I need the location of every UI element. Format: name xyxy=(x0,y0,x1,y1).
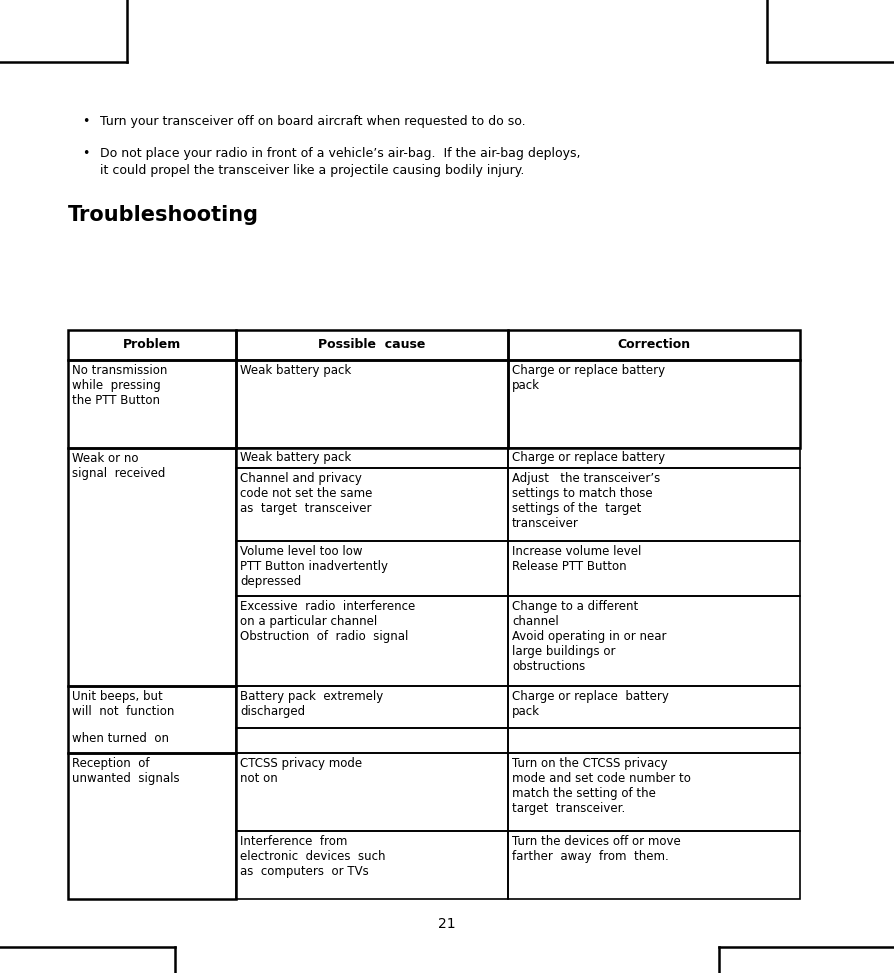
Bar xyxy=(68,330,236,360)
Text: Charge or replace battery
pack: Charge or replace battery pack xyxy=(512,364,665,392)
Bar xyxy=(508,330,800,360)
Text: Adjust   the transceiver’s
settings to match those
settings of the  target
trans: Adjust the transceiver’s settings to mat… xyxy=(512,472,661,530)
Text: Do not place your radio in front of a vehicle’s air-bag.  If the air-bag deploys: Do not place your radio in front of a ve… xyxy=(100,147,580,160)
Bar xyxy=(508,360,800,448)
Text: Change to a different
channel
Avoid operating in or near
large buildings or
obst: Change to a different channel Avoid oper… xyxy=(512,600,667,673)
Bar xyxy=(68,360,236,448)
Bar xyxy=(236,728,508,753)
Text: when turned  on: when turned on xyxy=(72,732,169,745)
Bar xyxy=(508,541,800,596)
Bar xyxy=(68,686,236,753)
Text: Interference  from
electronic  devices  such
as  computers  or TVs: Interference from electronic devices suc… xyxy=(240,835,385,878)
Bar xyxy=(236,448,508,468)
Text: Problem: Problem xyxy=(122,339,181,351)
Text: Turn the devices off or move
farther  away  from  them.: Turn the devices off or move farther awa… xyxy=(512,835,680,863)
Bar xyxy=(236,596,508,686)
Bar xyxy=(508,831,800,899)
Text: Excessive  radio  interference
on a particular channel
Obstruction  of  radio  s: Excessive radio interference on a partic… xyxy=(240,600,415,643)
Text: it could propel the transceiver like a projectile causing bodily injury.: it could propel the transceiver like a p… xyxy=(100,164,525,177)
Text: Increase volume level
Release PTT Button: Increase volume level Release PTT Button xyxy=(512,545,641,573)
Bar xyxy=(236,541,508,596)
Text: Charge or replace battery: Charge or replace battery xyxy=(512,451,665,464)
Text: Channel and privacy
code not set the same
as  target  transceiver: Channel and privacy code not set the sam… xyxy=(240,472,373,515)
Bar xyxy=(508,468,800,541)
Text: •: • xyxy=(82,115,89,128)
Text: Turn on the CTCSS privacy
mode and set code number to
match the setting of the
t: Turn on the CTCSS privacy mode and set c… xyxy=(512,757,691,815)
Text: Reception  of
unwanted  signals: Reception of unwanted signals xyxy=(72,757,180,785)
Bar xyxy=(236,360,508,448)
Text: Turn your transceiver off on board aircraft when requested to do so.: Turn your transceiver off on board aircr… xyxy=(100,115,526,128)
Text: Charge or replace  battery
pack: Charge or replace battery pack xyxy=(512,690,669,718)
Bar xyxy=(236,330,508,360)
Text: 21: 21 xyxy=(438,917,456,931)
Text: No transmission
while  pressing
the PTT Button: No transmission while pressing the PTT B… xyxy=(72,364,167,407)
Bar xyxy=(508,686,800,728)
Bar xyxy=(508,448,800,468)
Bar xyxy=(236,468,508,541)
Bar xyxy=(236,686,508,728)
Bar xyxy=(236,831,508,899)
Text: Troubleshooting: Troubleshooting xyxy=(68,205,259,225)
Bar xyxy=(508,728,800,753)
Bar xyxy=(68,448,236,686)
Text: Possible  cause: Possible cause xyxy=(318,339,426,351)
Text: Correction: Correction xyxy=(618,339,690,351)
Bar xyxy=(68,753,236,899)
Bar xyxy=(236,753,508,831)
Text: •: • xyxy=(82,147,89,160)
Text: Unit beeps, but
will  not  function: Unit beeps, but will not function xyxy=(72,690,174,718)
Text: Battery pack  extremely
discharged: Battery pack extremely discharged xyxy=(240,690,384,718)
Text: Volume level too low
PTT Button inadvertently
depressed: Volume level too low PTT Button inadvert… xyxy=(240,545,388,588)
Text: Weak or no
signal  received: Weak or no signal received xyxy=(72,452,165,480)
Bar xyxy=(508,596,800,686)
Text: CTCSS privacy mode
not on: CTCSS privacy mode not on xyxy=(240,757,362,785)
Bar xyxy=(508,753,800,831)
Text: Weak battery pack: Weak battery pack xyxy=(240,364,351,377)
Text: Weak battery pack: Weak battery pack xyxy=(240,451,351,464)
